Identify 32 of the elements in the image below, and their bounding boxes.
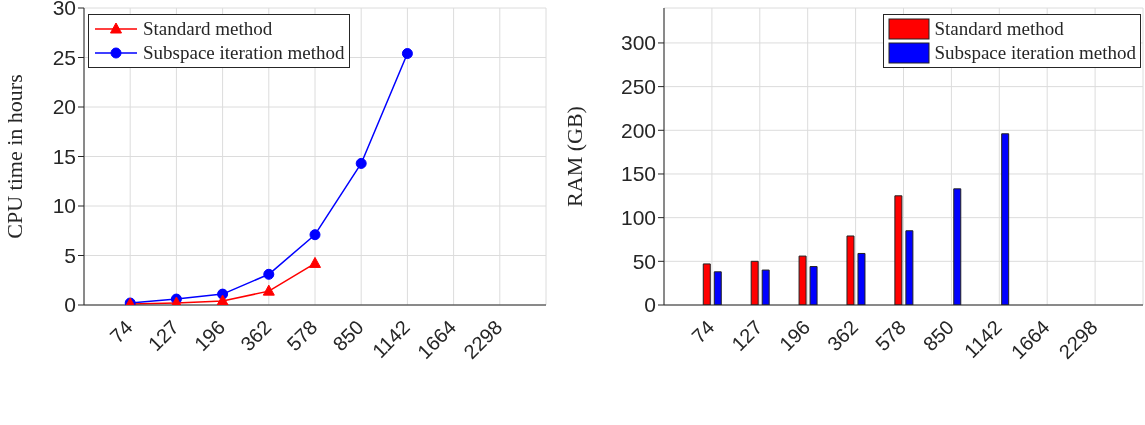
legend-label: Subspace iteration method [934,41,1136,65]
x-tick-label: 196 [775,316,815,356]
legend-label: Standard method [934,17,1064,41]
y-tick-label: 200 [620,118,656,142]
x-tick-label: 362 [823,316,863,356]
y-tick-label: 0 [644,293,656,317]
x-tick-label: 127 [727,316,767,356]
y-tick-label: 250 [620,75,656,99]
y-tick-label: 5 [64,243,76,267]
x-tick-label: 850 [918,316,958,356]
y-tick-label: 25 [52,45,76,69]
x-tick-label: 362 [236,316,276,356]
y-tick-label: 15 [52,144,76,168]
x-tick-label: 74 [105,316,137,348]
y-tick-label: 20 [52,95,76,119]
y-tick-label: 150 [620,162,656,186]
x-tick-label: 74 [687,316,719,348]
y-tick-label: 300 [620,31,656,55]
legend-label: Standard method [143,17,273,41]
x-tick-label: 196 [190,316,230,356]
y-axis-title: CPU time in hours [1,74,27,239]
x-tick-label: 578 [870,316,911,356]
y-tick-label: 50 [632,249,656,273]
y-tick-label: 10 [52,194,76,218]
y-tick-label: 0 [64,293,76,317]
legend-label: Subspace iteration method [143,41,345,65]
y-tick-label: 100 [620,206,656,230]
x-tick-label: 578 [282,316,322,356]
y-axis-title: RAM (GB) [561,106,587,207]
y-tick-label: 30 [52,0,76,20]
x-tick-label: 850 [328,316,368,356]
x-tick-label: 127 [143,316,183,356]
